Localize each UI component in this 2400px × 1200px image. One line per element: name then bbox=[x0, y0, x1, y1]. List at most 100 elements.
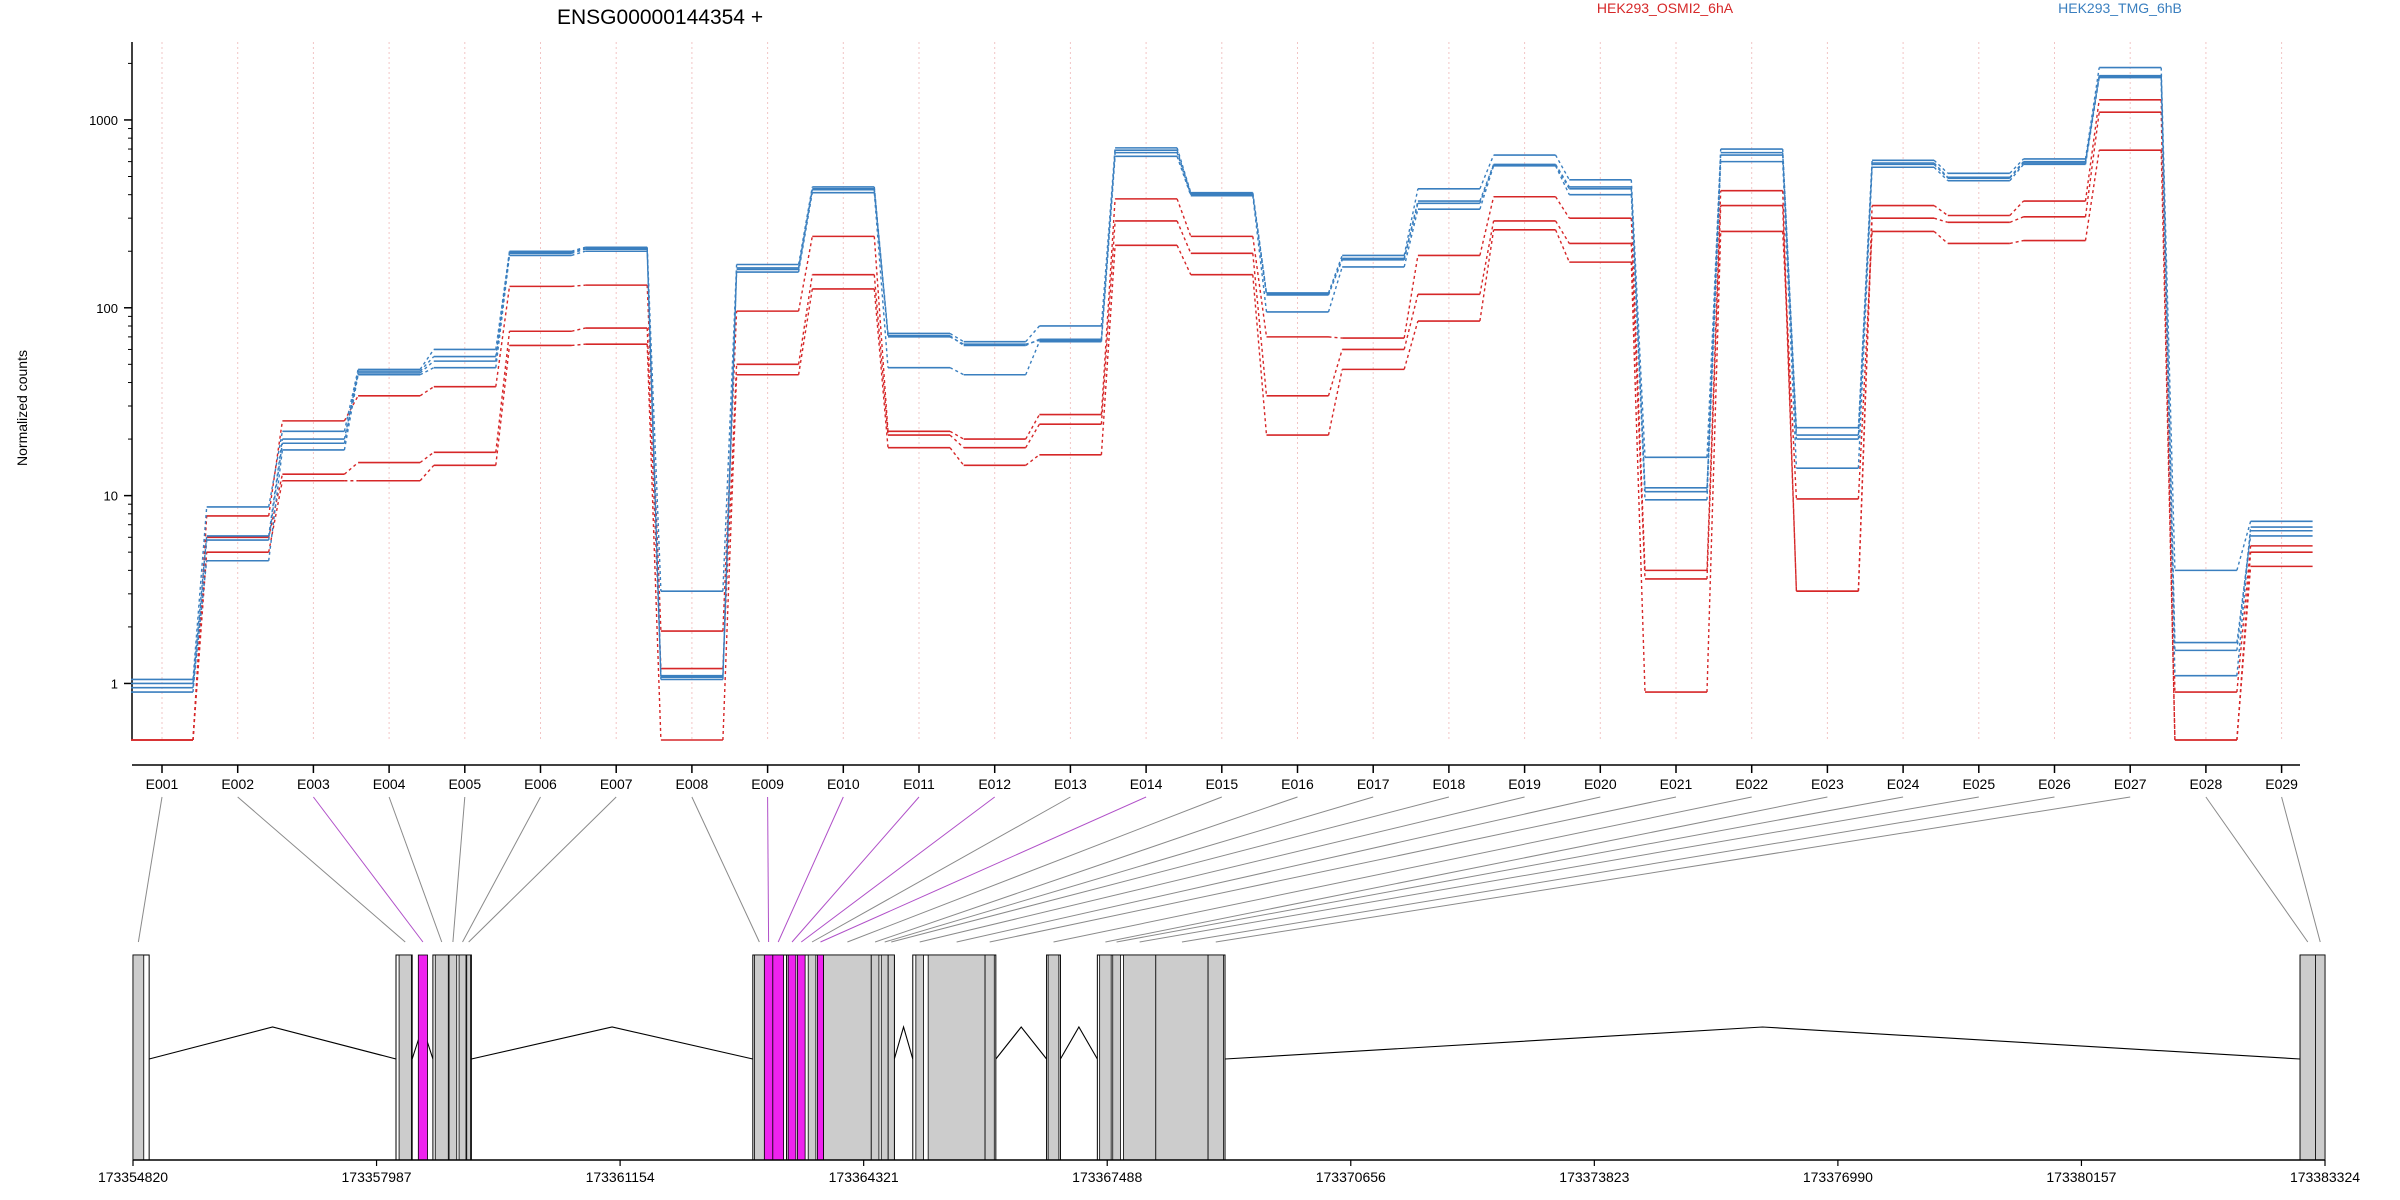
series-connector bbox=[646, 285, 662, 632]
series-connector bbox=[419, 464, 435, 482]
exon-E004 bbox=[434, 954, 449, 1161]
x-tick-label: E003 bbox=[297, 776, 330, 792]
exon-E010 bbox=[772, 954, 784, 1161]
series-connector bbox=[1933, 217, 1949, 224]
series-connector bbox=[1176, 220, 1192, 254]
series-connector bbox=[1933, 230, 1949, 244]
exon-connector bbox=[1105, 796, 1828, 943]
series-connector bbox=[1025, 341, 1041, 376]
series-connector bbox=[2084, 99, 2100, 202]
exon-connector bbox=[777, 796, 844, 943]
series-connector bbox=[1327, 266, 1343, 313]
series-connector bbox=[1176, 152, 1192, 195]
series-connector bbox=[1176, 150, 1192, 194]
x-tick-label: E006 bbox=[524, 776, 557, 792]
exon-connector bbox=[1139, 796, 1979, 943]
exon-E024 bbox=[1112, 954, 1121, 1161]
exon-E022 bbox=[1047, 954, 1060, 1161]
series-connector bbox=[797, 186, 813, 265]
series-connector bbox=[192, 539, 208, 693]
series-connector bbox=[1025, 325, 1040, 343]
series-connector bbox=[949, 332, 965, 343]
exon-connector bbox=[884, 796, 1374, 943]
series-connector bbox=[2084, 76, 2100, 164]
series-connector bbox=[1782, 152, 1798, 436]
series-connector bbox=[268, 420, 284, 516]
exon-connector bbox=[791, 796, 920, 943]
exon-connector bbox=[452, 796, 466, 943]
series-connector bbox=[2236, 521, 2252, 571]
x-tick-label: E024 bbox=[1887, 776, 1920, 792]
exon-E018 bbox=[887, 954, 895, 1161]
series-connector bbox=[873, 288, 889, 448]
series-connector bbox=[1630, 188, 1646, 492]
series-connector bbox=[2009, 163, 2025, 182]
exon-connector bbox=[237, 796, 406, 943]
series-connector bbox=[949, 367, 965, 376]
x-tick-label: E014 bbox=[1130, 776, 1163, 792]
genome-tick-label: 173383324 bbox=[2290, 1169, 2360, 1185]
series-connector bbox=[1403, 255, 1419, 339]
series-connector bbox=[1252, 194, 1268, 296]
series-connector bbox=[192, 535, 208, 684]
series-connector bbox=[873, 236, 889, 432]
series-connector bbox=[722, 269, 738, 678]
x-tick-label: E012 bbox=[978, 776, 1011, 792]
series-connector bbox=[1025, 414, 1041, 440]
series-connector bbox=[571, 327, 586, 332]
intron bbox=[893, 1025, 914, 1060]
series-connector bbox=[419, 451, 435, 464]
exon-connector bbox=[919, 796, 1525, 943]
series-connector bbox=[797, 274, 813, 365]
genome-tick-label: 173364321 bbox=[829, 1169, 899, 1185]
series-connector bbox=[343, 369, 359, 432]
series-connector bbox=[1403, 188, 1419, 256]
exon-E005 bbox=[448, 954, 458, 1161]
series-connector bbox=[1403, 320, 1419, 370]
series-connector bbox=[192, 552, 208, 741]
exon-connector bbox=[847, 796, 1222, 943]
x-tick-label: E008 bbox=[676, 776, 709, 792]
series-connector bbox=[2236, 527, 2252, 676]
intron bbox=[149, 1026, 397, 1060]
series-connector bbox=[2009, 239, 2024, 245]
exon-E015 bbox=[823, 954, 872, 1161]
series-connector bbox=[1176, 156, 1192, 196]
series-connector bbox=[1403, 294, 1419, 350]
series-connector bbox=[646, 344, 662, 741]
exon-connector bbox=[1053, 796, 1752, 943]
series-connector bbox=[797, 236, 813, 312]
exon-E028 bbox=[2299, 954, 2316, 1161]
series-connector bbox=[343, 370, 359, 444]
exon-E011 bbox=[787, 954, 797, 1161]
x-tick-label: E021 bbox=[1660, 776, 1693, 792]
x-tick-label: E016 bbox=[1281, 776, 1314, 792]
exon-E012 bbox=[797, 954, 806, 1161]
y-tick-label: 10 bbox=[104, 489, 118, 504]
exon-E023 bbox=[1099, 954, 1112, 1161]
series-connector bbox=[1706, 231, 1722, 693]
exon-E026 bbox=[1155, 954, 1209, 1161]
series-connector bbox=[1100, 220, 1116, 425]
exon-E020 bbox=[927, 954, 986, 1161]
exon-connector bbox=[2205, 796, 2309, 943]
series-connector bbox=[1933, 162, 1949, 178]
series-connector bbox=[2084, 112, 2100, 217]
exon-connector bbox=[800, 796, 995, 943]
series-connector bbox=[495, 331, 511, 453]
series-connector bbox=[343, 374, 359, 451]
series-connector bbox=[949, 434, 965, 449]
series-connector bbox=[495, 286, 511, 387]
series-connector bbox=[571, 343, 586, 347]
genome-tick-label: 173380157 bbox=[2046, 1169, 2116, 1185]
series-connector bbox=[1782, 190, 1798, 592]
exon-E003 bbox=[417, 954, 428, 1161]
x-tick-label: E002 bbox=[221, 776, 254, 792]
series-connector bbox=[2236, 545, 2252, 693]
series-connector bbox=[2236, 530, 2252, 651]
exon-E025 bbox=[1123, 954, 1157, 1161]
series-connector bbox=[268, 438, 284, 537]
legend-entry: HEK293_OSMI2_6hA bbox=[1597, 0, 1734, 16]
x-tick-label: E023 bbox=[1811, 776, 1844, 792]
